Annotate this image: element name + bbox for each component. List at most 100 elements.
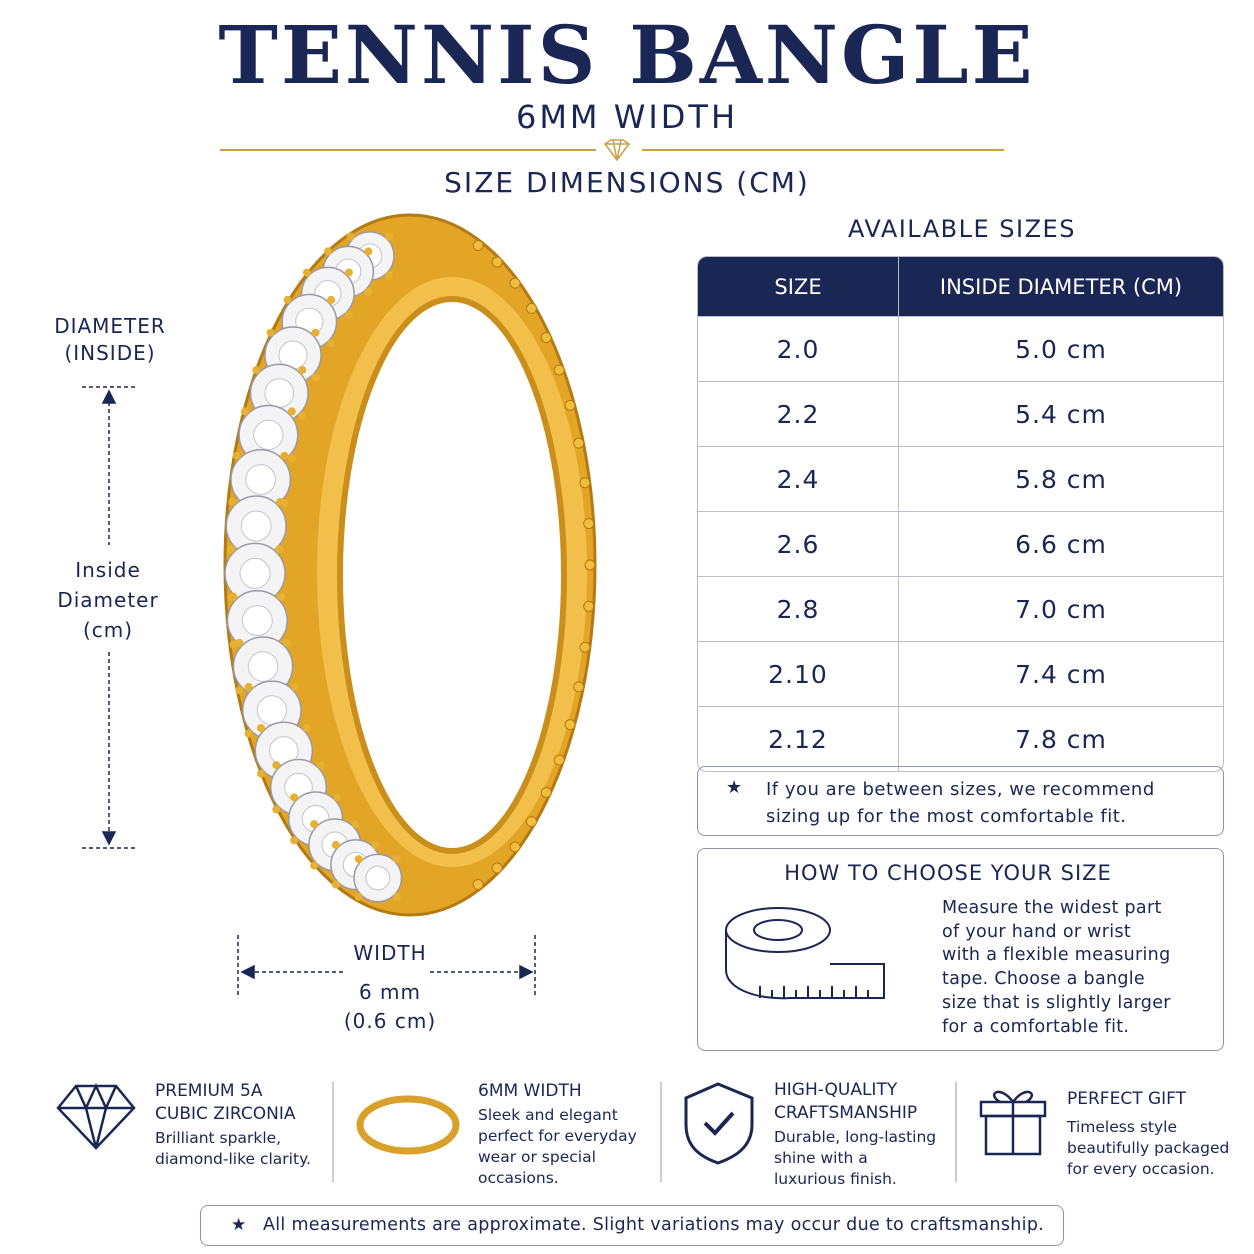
text-line: Brilliant sparkle, [155,1129,282,1147]
prong [573,437,585,449]
text-line: luxurious finish. [774,1170,897,1188]
how-to-box: HOW TO CHOOSE YOUR SIZE Measure the wide… [697,848,1224,1051]
tape-core [753,919,803,941]
prong [302,724,311,733]
text-line: CUBIC ZIRCONIA [155,1104,296,1124]
prong [583,600,595,612]
prong [280,451,289,460]
table-cell: 5.0 cm [899,316,1223,381]
feature: PREMIUM 5A CUBIC ZIRCONIA Brilliant spark… [155,1080,311,1170]
prong [392,892,401,901]
table-row: 2.0 5.0 cm [698,316,1223,381]
table-row: 2.8 7.0 cm [698,576,1223,641]
prong [346,232,355,241]
prong [302,268,311,277]
prong [526,816,538,828]
table-cell: 2.8 [698,576,899,641]
text-line: HIGH-QUALITY [774,1080,898,1100]
table-cell: 2.2 [698,381,899,446]
table-body: 2.0 5.0 cm 2.2 5.4 cm 2.4 5.8 cm 2.6 6.6 cm 2.8 7… [698,316,1223,771]
prong [564,399,576,411]
prong [392,855,401,864]
note-text: If you are between sizes, we recommend si… [766,776,1155,830]
diameter-label: DIAMETER (INSIDE) [30,313,190,367]
arrowhead [101,389,117,846]
prong [354,855,363,864]
table-cell: 2.10 [698,641,899,706]
stone-facet [264,378,295,408]
width-cm: (0.6 cm) [343,1009,437,1033]
text-line: perfect for everyday [478,1127,637,1145]
table-cell: 7.8 cm [899,706,1223,771]
prong [553,364,565,376]
gift-icon [979,1090,1047,1156]
prong [526,302,538,314]
stone-facet [256,695,287,726]
arrowhead [240,964,534,980]
sizes-title: AVAILABLE SIZES [848,215,1076,243]
text-line: shine with a [774,1149,868,1167]
text-line: of your hand or wrist [942,921,1132,942]
stone-facet [247,651,279,682]
table-row: 2.4 5.8 cm [698,446,1223,511]
footer-box: ★ All measurements are approximate. Slig… [200,1205,1064,1246]
prong [331,880,340,889]
prong [311,373,320,382]
prong [579,477,591,489]
prong [290,793,299,802]
prong [228,498,237,507]
text-line: PREMIUM 5A [155,1081,263,1101]
prong [540,787,552,799]
text-line: beautifully packaged [1067,1139,1230,1157]
prong [283,295,292,304]
feature-text: Timeless style beautifully packaged for ev… [1067,1117,1229,1180]
prong [564,719,576,731]
prong [553,754,565,766]
feature-text: Brilliant sparkle, diamond-like clarity. [155,1128,311,1170]
feature-text: Sleek and elegant perfect for everyday wea… [478,1105,637,1189]
prong [272,761,281,770]
prong [290,836,299,845]
prong [229,592,238,601]
prong [287,407,296,416]
subtitle: 6MM WIDTH [515,98,739,136]
table-cell: 6.6 cm [899,511,1223,576]
text-line: sizing up for the most comfortable fit. [766,806,1127,827]
title: TENNIS BANGLE [218,8,1036,102]
text-line: for every occasion. [1067,1160,1215,1178]
header-cell: SIZE [698,257,899,316]
footer-text: All measurements are approximate. Slight… [263,1215,1045,1235]
text-line: Durable, long-lasting [774,1128,937,1146]
prong [584,559,596,571]
diamond-icon [56,1082,136,1150]
prong [310,820,319,829]
header-row: SIZE INSIDE DIAMETER (CM) [698,257,1223,316]
text-line: PERFECT GIFT [1067,1089,1187,1109]
check-icon [703,1111,735,1136]
prong [371,840,380,849]
text-line: Sleek and elegant [478,1106,618,1124]
prong [509,841,521,853]
text-line: Inside [75,558,141,582]
table-cell: 2.12 [698,706,899,771]
prong [491,862,503,874]
text-line: CRAFTSMANSHIP [774,1103,918,1123]
note-box: ★ If you are between sizes, we recommend… [697,766,1224,836]
prong [327,295,336,304]
gift-ribbon [993,1090,1033,1154]
width-mm: 6 mm [358,980,422,1004]
table-cell: 2.0 [698,316,899,381]
separator [332,1082,334,1182]
feature-title: PERFECT GIFT [1067,1088,1229,1111]
feature-text: Durable, long-lasting shine with a luxurio… [774,1127,936,1190]
prong [277,592,286,601]
text-line: DIAMETER [54,314,166,338]
prong [282,638,291,647]
table-cell: 7.4 cm [899,641,1223,706]
prong [491,256,503,268]
prong [272,805,281,814]
text-line: (INSIDE) [64,341,156,365]
text-line: 6MM WIDTH [478,1081,582,1101]
text-line: (cm) [82,618,134,642]
